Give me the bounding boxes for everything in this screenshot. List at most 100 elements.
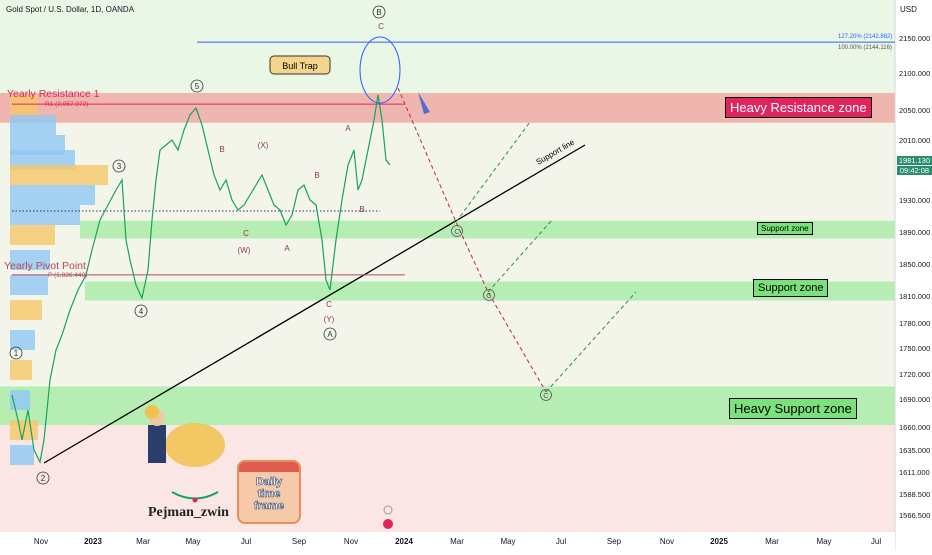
currency-label[interactable]: USD [900,5,917,14]
author-name: Pejman_zwin [148,505,229,520]
wave-c-label: C [486,291,492,300]
wave-c-label: C [454,227,460,236]
wave-label-circle [372,5,386,19]
x-tick-label: 2023 [84,537,102,546]
yearly-resistance-name: Yearly Resistance 1 [7,88,100,100]
wave-c-circle [483,289,495,301]
y-tick-label: 1635.000 [899,446,930,455]
miner-figure-icon [148,425,166,463]
y-tick-label: 2100.000 [899,69,930,78]
x-tick-label: Mar [450,537,464,546]
volume-profile-bar [10,300,42,320]
wave-group-label: (X) [258,141,269,150]
x-tick-label: Nov [344,537,358,546]
wave-label-circle [134,304,148,318]
wave-c-circle [540,389,552,401]
projection-down-path [397,87,547,393]
volume-profile-bar [10,95,38,115]
y-tick-label: 1690.000 [899,395,930,404]
yearly-pivot-value: P (1,836.448) [48,272,87,279]
y-tick-label: 1588.500 [899,490,930,499]
wave-subwave-label: C [378,22,384,31]
bull-trap-callout [269,55,331,75]
wave-group-label: (W) [238,246,251,255]
yearly-resistance-value: R1 (2,057.972) [45,101,88,108]
volume-profile-bar [10,275,48,295]
y-tick-label: 1810.000 [899,292,930,301]
wave-subwave-label: B [314,171,319,180]
wave-label-circle [9,346,23,360]
x-tick-label: Jul [556,537,566,546]
y-tick-label: 1850.000 [899,260,930,269]
support-trendline [43,144,586,464]
x-tick-label: 2025 [710,537,728,546]
card-line-2: time [257,488,281,501]
wave-label: 1 [14,349,19,358]
fib-level-label: 100.00% (2144.116) [838,45,892,51]
time-axis-panel [0,532,895,550]
heavy-resistance-zone-label: Heavy Resistance zone [725,97,872,118]
support-zone-label-lower: Support zone [753,279,829,297]
card-line-1: Daily [255,476,283,489]
miner-hat-icon [145,405,159,419]
wave-label-circle [36,471,50,485]
daily-timeframe-card: Daily time frame [237,460,301,524]
x-tick-label: Nov [660,537,674,546]
fib-level-label: 127.20% (2142.862) [838,34,892,40]
volume-profile-bar [10,360,32,380]
wave-subwave-label: C [326,300,332,309]
wave-subwave-label: B [219,145,224,154]
support-zone-label-upper: Support zone [757,222,813,235]
y-tick-label: 2050.000 [899,106,930,115]
price-axis-panel [895,0,932,550]
y-tick-label: 1660.000 [899,423,930,432]
current-price-badge: 1981.130 [897,156,932,165]
y-tick-label: 1611.000 [899,468,930,477]
wave-c-circle [451,225,463,237]
wave-group-label: (Y) [324,315,335,324]
zone-band [85,281,895,301]
card-text: Daily time frame [239,476,299,513]
x-tick-label: Jul [241,537,251,546]
event-bolt-icon [383,505,393,515]
volume-profile-bar [10,250,50,270]
x-tick-label: May [185,537,200,546]
bull-trap-label: Bull Trap [282,61,318,71]
symbol-title: Gold Spot / U.S. Dollar, 1D, OANDA [6,5,135,14]
x-tick-label: 2024 [395,537,413,546]
card-line-3: frame [254,500,285,513]
heavy-support-zone-label: Heavy Support zone [729,398,857,419]
gold-nugget-pile-icon [165,423,225,467]
laurel-dot-icon [192,497,198,503]
volume-profile-bar [10,115,56,135]
volume-profile-bar [10,185,95,205]
wave-subwave-label: A [284,244,290,253]
yearly-pivot-name: Yearly Pivot Point [4,260,86,272]
wave-label: 4 [139,307,144,316]
y-tick-label: 1750.000 [899,344,930,353]
bg-lower-band [0,425,895,550]
y-tick-label: 1566.500 [899,511,930,520]
volume-profile-bar [10,225,55,245]
x-tick-label: Jul [871,537,881,546]
x-tick-label: Sep [292,537,307,546]
wave-label: 2 [41,474,46,483]
wave-label-circle [112,159,126,173]
x-tick-label: May [816,537,831,546]
wave-label: A [327,330,333,339]
y-tick-label: 1930.000 [899,196,930,205]
wave-subwave-label: B [359,205,364,214]
countdown-badge: 09:42:08 [897,166,932,175]
x-tick-label: Mar [765,537,779,546]
wave-label: 5 [195,82,200,91]
volume-profile-bar [10,330,35,350]
x-tick-label: Sep [607,537,622,546]
bg-middle-band [0,122,895,426]
wave-label: 3 [117,162,122,171]
wave-label-circle [323,327,337,341]
y-tick-label: 1780.000 [899,319,930,328]
wave-label-circle [190,79,204,93]
wave-subwave-label: A [345,124,351,133]
zone-band [80,220,895,239]
